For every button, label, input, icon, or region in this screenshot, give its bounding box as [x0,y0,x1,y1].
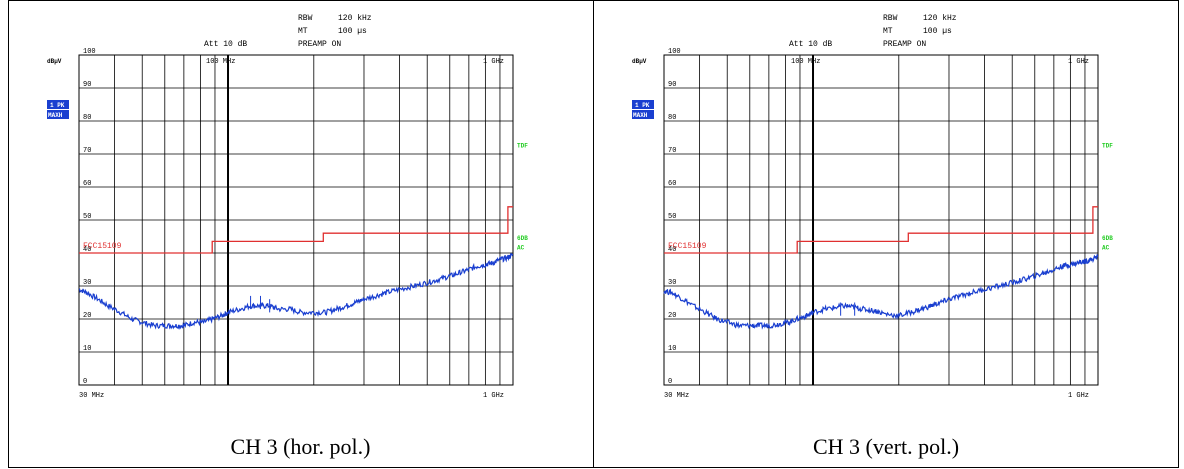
trace-badge-1-text: 1 PK [50,102,65,109]
y-tick-label: 50 [83,213,91,221]
header-preamp: PREAMP ON [298,40,341,49]
y-tick-label: 90 [668,81,676,89]
header-rbw-label: RBW [883,14,898,23]
header-att: Att 10 dB [789,40,832,49]
header-mt-value: 100 µs [338,27,367,36]
y-tick-label: 100 [668,48,681,56]
y-tick-label: 20 [668,312,676,320]
header-rbw-value: 120 kHz [338,14,372,23]
bottom-freq-label-right: 1 GHz [483,392,504,400]
top-freq-label-mid: 100 MHz [206,58,235,66]
panel-caption: CH 3 (vert. pol.) [812,434,960,459]
header-rbw-label: RBW [298,14,313,23]
y-tick-label: 60 [83,180,91,188]
y-tick-label: 40 [668,246,676,254]
trace-badge-2 [47,110,69,119]
side-label-6db: 6DB [1102,235,1113,242]
limit-line [664,206,1098,254]
side-label-ac: AC [517,245,525,252]
trace-badge-2-text: MAXH [48,112,63,119]
top-freq-label-right: 1 GHz [1068,58,1089,66]
trace-badge-1-text: 1 PK [635,102,650,109]
y-tick-label: 40 [83,246,91,254]
y-tick-label: 30 [668,279,676,287]
y-tick-label: 0 [668,378,672,386]
y-unit-label: dBµV [632,58,647,65]
y-tick-label: 50 [668,213,676,221]
top-freq-label-mid: 100 MHz [791,58,820,66]
spectrum-plot-hor: RBW 120 kHz MT 100 µs Att 10 dB PREAMP ON dBµV… [47,14,528,400]
y-tick-label: 60 [668,180,676,188]
trace-badge-1 [632,100,654,109]
y-tick-label: 70 [668,147,676,155]
limit-line-label: FCC15109 [83,242,122,251]
panel-caption: CH 3 (hor. pol.) [230,434,371,459]
side-label-6db: 6DB [517,235,528,242]
trace-badge-2 [632,110,654,119]
panel-vert-pol: RBW 120 kHz MT 100 µs Att 10 dB PREAMP ON dBµV… [593,0,1179,468]
bottom-freq-label-left: 30 MHz [664,392,689,400]
panel-hor-pol: RBW 120 kHz MT 100 µs Att 10 dB PREAMP ON dBµV… [8,0,593,468]
panel-divider [593,0,594,468]
y-tick-label: 20 [83,312,91,320]
y-tick-label: 70 [83,147,91,155]
y-tick-label: 30 [83,279,91,287]
side-label-ac: AC [1102,245,1110,252]
limit-line-label: FCC15109 [668,242,707,251]
trace-badge-1 [47,100,69,109]
y-tick-label: 100 [83,48,96,56]
y-tick-label: 80 [83,114,91,122]
bottom-freq-label-left: 30 MHz [79,392,104,400]
header-att: Att 10 dB [204,40,247,49]
measurement-trace [78,252,513,330]
trace-badge-2-text: MAXH [633,112,648,119]
y-tick-label: 0 [83,378,87,386]
side-label-tdf: TDF [517,142,528,149]
y-tick-label: 80 [668,114,676,122]
header-preamp: PREAMP ON [883,40,926,49]
header-mt-value: 100 µs [923,27,952,36]
limit-line [79,206,513,254]
y-tick-label: 10 [83,345,91,353]
y-unit-label: dBµV [47,58,62,65]
header-mt-label: MT [883,27,893,36]
header-mt-label: MT [298,27,308,36]
measurement-trace [663,254,1099,330]
spectrum-plot-vert: RBW 120 kHz MT 100 µs Att 10 dB PREAMP ON dBµV… [632,14,1113,400]
side-label-tdf: TDF [1102,142,1113,149]
y-tick-label: 10 [668,345,676,353]
bottom-freq-label-right: 1 GHz [1068,392,1089,400]
y-tick-label: 90 [83,81,91,89]
top-freq-label-right: 1 GHz [483,58,504,66]
header-rbw-value: 120 kHz [923,14,957,23]
